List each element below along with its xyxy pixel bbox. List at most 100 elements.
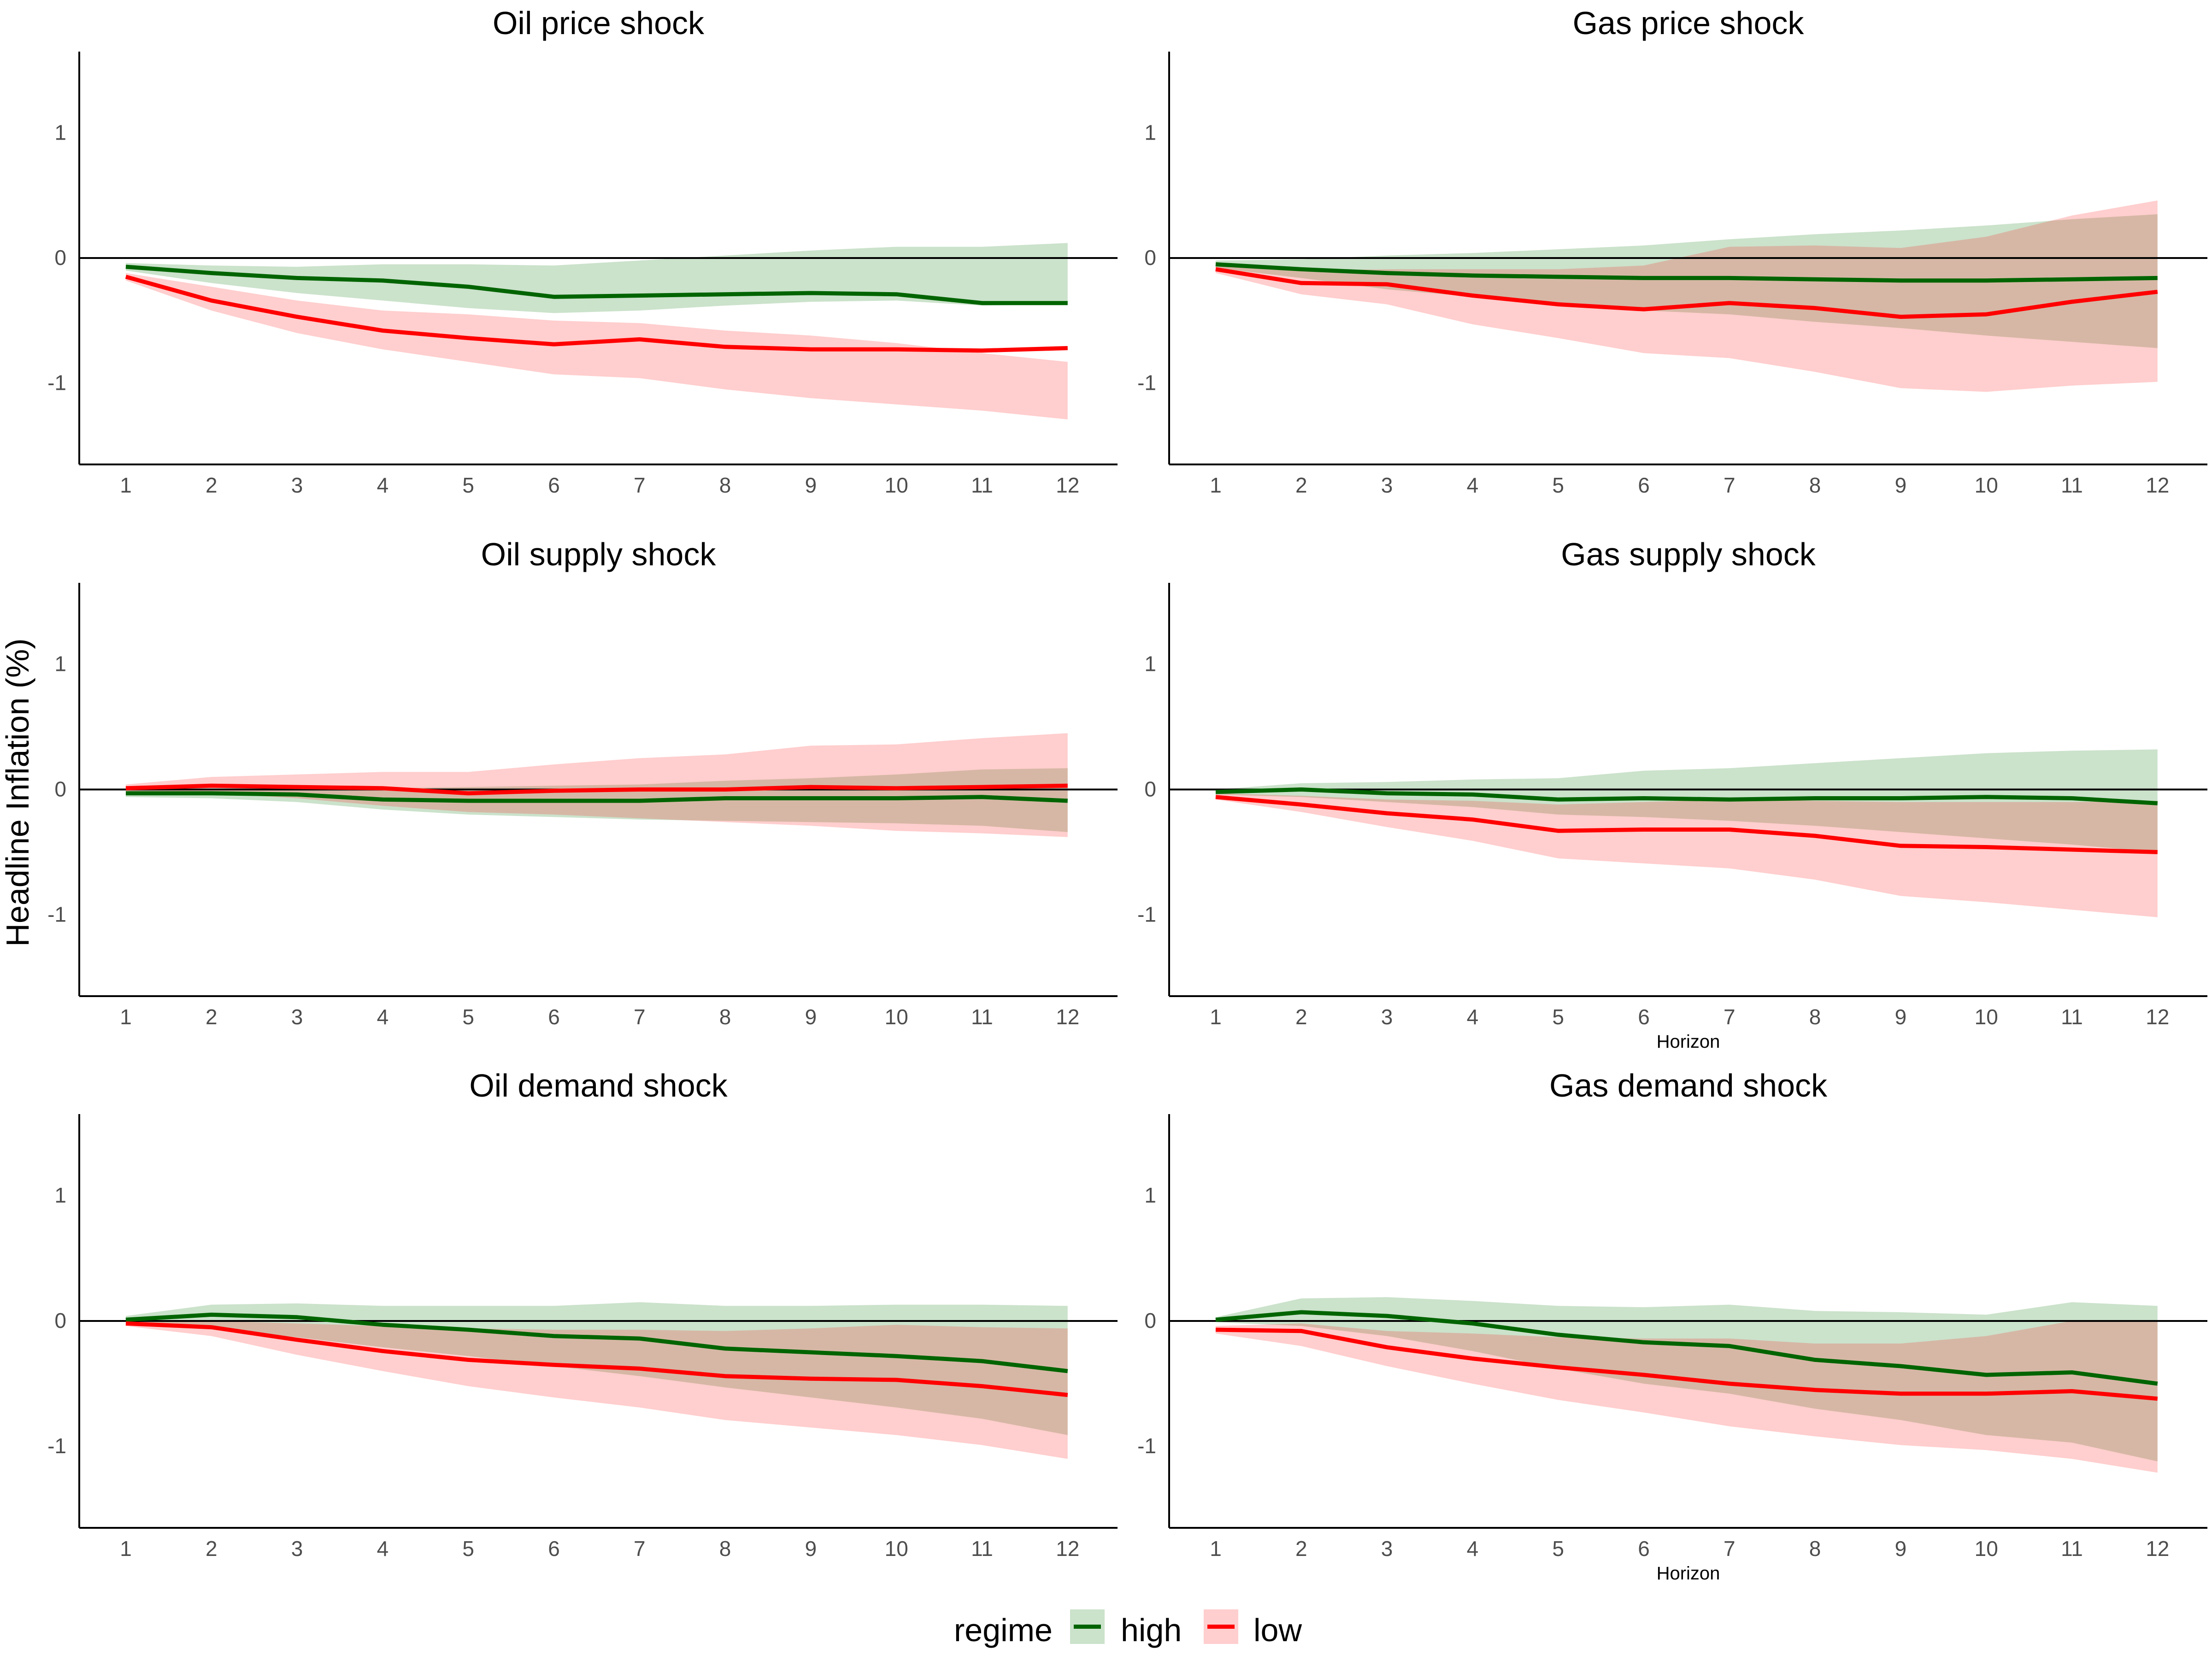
band-low xyxy=(1216,793,2158,917)
y-tick-label: -1 xyxy=(47,902,66,926)
x-tick-label: 5 xyxy=(1552,473,1564,497)
x-tick-label: 5 xyxy=(462,1537,474,1561)
x-tick-label: 6 xyxy=(1638,1537,1650,1561)
x-tick-label: 9 xyxy=(1895,1537,1907,1561)
x-tick-label: 1 xyxy=(1210,473,1222,497)
x-tick-label: 3 xyxy=(1381,1537,1393,1561)
x-tick-label: 1 xyxy=(1210,1005,1222,1029)
x-tick-label: 5 xyxy=(462,1005,474,1029)
x-tick-label: 11 xyxy=(971,1005,993,1029)
x-tick-label: 8 xyxy=(1809,1537,1821,1561)
x-tick-label: 4 xyxy=(377,1537,389,1561)
x-tick-label: 12 xyxy=(2146,1005,2169,1029)
y-tick-label: -1 xyxy=(47,371,66,395)
y-tick-label: 1 xyxy=(1144,652,1156,676)
x-tick-label: 7 xyxy=(1724,1005,1735,1029)
x-axis-label: Horizon xyxy=(1657,1563,1720,1584)
x-tick-label: 6 xyxy=(548,473,560,497)
band-low xyxy=(1216,1321,2158,1473)
x-tick-label: 9 xyxy=(805,1537,817,1561)
x-tick-label: 10 xyxy=(1975,1005,1998,1029)
x-tick-label: 3 xyxy=(1381,1005,1393,1029)
x-tick-label: 12 xyxy=(1056,1005,1079,1029)
x-tick-label: 7 xyxy=(1724,1537,1735,1561)
x-tick-label: 4 xyxy=(377,473,389,497)
series-line-high xyxy=(126,791,1068,803)
x-tick-label: 6 xyxy=(1638,1005,1650,1029)
legend-label-high: high xyxy=(1121,1612,1182,1648)
panel-title: Gas demand shock xyxy=(1549,1068,1828,1103)
x-tick-label: 4 xyxy=(1467,1537,1479,1561)
x-tick-label: 3 xyxy=(291,1005,303,1029)
x-tick-label: 9 xyxy=(805,1005,817,1029)
series-line-low xyxy=(125,1321,1068,1397)
y-tick-label: -1 xyxy=(1137,1434,1156,1458)
x-tick-label: 1 xyxy=(120,1537,132,1561)
x-tick-label: 1 xyxy=(120,1005,132,1029)
x-tick-label: 11 xyxy=(971,473,993,497)
y-axis-label: Headline Inflation (%) xyxy=(0,638,35,946)
x-tick-label: 10 xyxy=(1975,473,1998,497)
y-tick-label: 1 xyxy=(54,120,66,144)
x-tick-label: 12 xyxy=(1056,1537,1079,1561)
x-tick-label: 11 xyxy=(2061,1005,2083,1029)
x-tick-label: 5 xyxy=(462,473,474,497)
x-tick-label: 6 xyxy=(1638,473,1650,497)
x-tick-label: 11 xyxy=(2061,473,2083,497)
y-tick-label: 0 xyxy=(1144,777,1156,801)
x-tick-label: 4 xyxy=(1467,473,1479,497)
legend: regime high low xyxy=(954,1609,1302,1648)
legend-title: regime xyxy=(954,1612,1053,1648)
x-tick-label: 7 xyxy=(1724,473,1735,497)
x-tick-label: 6 xyxy=(548,1537,560,1561)
x-tick-label: 7 xyxy=(634,1537,646,1561)
x-tick-label: 8 xyxy=(719,473,731,497)
x-tick-label: 2 xyxy=(1295,1005,1307,1029)
panel-title: Oil supply shock xyxy=(481,536,717,572)
x-tick-label: 1 xyxy=(1210,1537,1222,1561)
series-line-high xyxy=(1215,1310,2158,1386)
x-tick-label: 2 xyxy=(206,473,218,497)
band-high xyxy=(126,243,1068,313)
legend-item-low: low xyxy=(1204,1609,1302,1648)
y-tick-label: 1 xyxy=(1144,1183,1156,1207)
y-tick-label: 0 xyxy=(54,246,66,270)
x-tick-label: 7 xyxy=(634,473,646,497)
y-tick-label: 0 xyxy=(1144,246,1156,270)
series-line-high xyxy=(1215,787,2158,805)
y-tick-label: 0 xyxy=(1144,1309,1156,1332)
panel-title: Oil price shock xyxy=(493,5,705,41)
x-tick-label: 9 xyxy=(1895,473,1907,497)
x-tick-label: 8 xyxy=(719,1537,731,1561)
series-line-low xyxy=(125,783,1068,796)
panel-title: Oil demand shock xyxy=(469,1068,728,1103)
x-tick-label: 10 xyxy=(885,1005,908,1029)
x-tick-label: 10 xyxy=(885,473,908,497)
x-tick-label: 9 xyxy=(805,473,817,497)
x-tick-label: 3 xyxy=(291,1537,303,1561)
x-tick-label: 12 xyxy=(2146,1537,2169,1561)
panel-title: Gas supply shock xyxy=(1561,536,1816,572)
x-tick-label: 7 xyxy=(634,1005,646,1029)
x-tick-label: 4 xyxy=(1467,1005,1479,1029)
band-low xyxy=(126,733,1068,837)
y-tick-label: 1 xyxy=(1144,120,1156,144)
band-low xyxy=(126,1321,1068,1459)
x-tick-label: 11 xyxy=(2061,1537,2083,1561)
x-tick-label: 8 xyxy=(719,1005,731,1029)
x-tick-label: 5 xyxy=(1552,1005,1564,1029)
panel-title: Gas price shock xyxy=(1573,5,1805,41)
legend-label-low: low xyxy=(1253,1612,1302,1648)
x-tick-label: 9 xyxy=(1895,1005,1907,1029)
y-tick-label: -1 xyxy=(1137,902,1156,926)
series-line-low xyxy=(1215,795,2158,854)
